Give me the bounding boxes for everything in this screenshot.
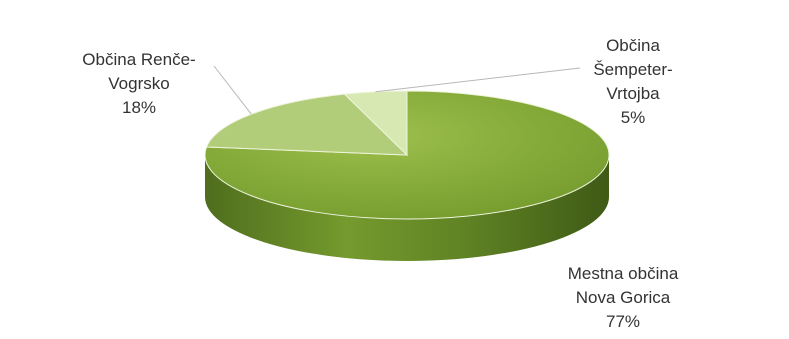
slice-percent: 18% — [121, 98, 157, 117]
pie-slice — [205, 93, 409, 156]
slice-name-line: Občina — [606, 36, 660, 55]
leader-line — [375, 67, 581, 93]
slice-percent: 77% — [605, 312, 641, 331]
pie-side-wall — [205, 155, 609, 261]
leader-line — [213, 65, 252, 115]
slice-name-line: Vogrsko — [108, 74, 170, 93]
slice-label-nova-gorica: Mestna občina Nova Gorica 77% — [548, 262, 698, 334]
slice-name-line: Nova Gorica — [575, 288, 671, 307]
slice-label-rence-vogrsko: Občina Renče- Vogrsko 18% — [64, 48, 214, 120]
slice-name-line: Šempeter- — [593, 60, 673, 79]
slice-label-sempeter-vrtojba: Občina Šempeter- Vrtojba 5% — [578, 34, 688, 130]
slice-name-line: Mestna občina — [567, 264, 679, 283]
slice-name-line: Vrtojba — [606, 84, 660, 103]
slice-name-line: Občina Renče- — [82, 50, 196, 69]
slice-percent: 5% — [620, 108, 646, 127]
